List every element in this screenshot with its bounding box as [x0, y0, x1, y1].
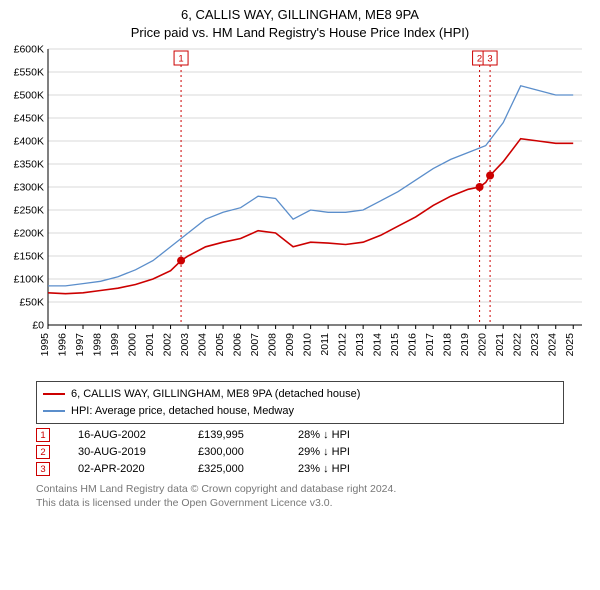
svg-text:2021: 2021 [494, 333, 506, 357]
svg-text:1997: 1997 [74, 333, 86, 357]
event-marker-icon: 2 [36, 445, 50, 459]
svg-text:2005: 2005 [214, 333, 226, 357]
svg-text:2000: 2000 [127, 333, 139, 357]
svg-text:2024: 2024 [547, 333, 559, 357]
svg-text:1999: 1999 [109, 333, 121, 357]
svg-text:£300K: £300K [14, 182, 44, 194]
event-row: 3 02-APR-2020 £325,000 23% ↓ HPI [36, 462, 564, 476]
event-marker-icon: 3 [36, 462, 50, 476]
svg-text:1995: 1995 [39, 333, 51, 357]
legend-swatch-property [43, 393, 65, 395]
svg-text:3: 3 [487, 54, 492, 65]
event-date: 02-APR-2020 [78, 463, 170, 475]
svg-text:1: 1 [178, 54, 183, 65]
event-row: 2 30-AUG-2019 £300,000 29% ↓ HPI [36, 445, 564, 459]
legend: 6, CALLIS WAY, GILLINGHAM, ME8 9PA (deta… [36, 381, 564, 424]
title-address: 6, CALLIS WAY, GILLINGHAM, ME8 9PA [0, 6, 600, 24]
svg-text:2019: 2019 [459, 333, 471, 357]
svg-text:2: 2 [477, 54, 482, 65]
events-table: 1 16-AUG-2002 £139,995 28% ↓ HPI 2 30-AU… [36, 428, 564, 476]
event-delta: 28% ↓ HPI [298, 429, 350, 441]
event-date: 16-AUG-2002 [78, 429, 170, 441]
svg-text:2007: 2007 [249, 333, 261, 357]
svg-text:2003: 2003 [179, 333, 191, 357]
event-price: £139,995 [198, 429, 270, 441]
svg-text:2022: 2022 [512, 333, 524, 357]
svg-text:2008: 2008 [267, 333, 279, 357]
svg-text:2015: 2015 [389, 333, 401, 357]
svg-text:2012: 2012 [337, 333, 349, 357]
event-row: 1 16-AUG-2002 £139,995 28% ↓ HPI [36, 428, 564, 442]
legend-row-property: 6, CALLIS WAY, GILLINGHAM, ME8 9PA (deta… [43, 386, 557, 403]
svg-text:£400K: £400K [14, 136, 44, 148]
legend-label-hpi: HPI: Average price, detached house, Medw… [71, 403, 294, 420]
svg-text:£200K: £200K [14, 228, 44, 240]
footer-line2: This data is licensed under the Open Gov… [36, 496, 564, 510]
legend-row-hpi: HPI: Average price, detached house, Medw… [43, 403, 557, 420]
price-chart-svg: £0 £50K £100K £150K £200K £250K £300K £350K £400… [0, 43, 600, 373]
footer-attribution: Contains HM Land Registry data © Crown c… [36, 482, 564, 510]
title-subtitle: Price paid vs. HM Land Registry's House … [0, 24, 600, 42]
svg-text:£600K: £600K [14, 44, 44, 56]
svg-text:2010: 2010 [302, 333, 314, 357]
svg-text:2009: 2009 [284, 333, 296, 357]
svg-text:£100K: £100K [14, 274, 44, 286]
event-price: £300,000 [198, 446, 270, 458]
svg-text:2011: 2011 [319, 333, 331, 356]
svg-text:2025: 2025 [564, 333, 576, 357]
chart-area: £0 £50K £100K £150K £200K £250K £300K £350K £400… [0, 43, 600, 373]
svg-text:£50K: £50K [19, 297, 44, 309]
svg-text:£0: £0 [32, 320, 44, 332]
svg-text:1998: 1998 [92, 333, 104, 357]
event-price: £325,000 [198, 463, 270, 475]
svg-text:1996: 1996 [57, 333, 69, 357]
svg-text:£450K: £450K [14, 113, 44, 125]
svg-text:2001: 2001 [144, 333, 156, 357]
footer-line1: Contains HM Land Registry data © Crown c… [36, 482, 564, 496]
svg-text:2002: 2002 [162, 333, 174, 357]
svg-text:2016: 2016 [407, 333, 419, 357]
event-delta: 23% ↓ HPI [298, 463, 350, 475]
event-marker-icon: 1 [36, 428, 50, 442]
svg-text:2006: 2006 [232, 333, 244, 357]
event-delta: 29% ↓ HPI [298, 446, 350, 458]
svg-text:2013: 2013 [354, 333, 366, 357]
legend-label-property: 6, CALLIS WAY, GILLINGHAM, ME8 9PA (deta… [71, 386, 360, 403]
svg-text:£150K: £150K [14, 251, 44, 263]
chart-titles: 6, CALLIS WAY, GILLINGHAM, ME8 9PA Price… [0, 0, 600, 43]
svg-text:2020: 2020 [477, 333, 489, 357]
svg-text:2014: 2014 [372, 333, 384, 357]
svg-text:£550K: £550K [14, 67, 44, 79]
svg-text:2018: 2018 [442, 333, 454, 357]
svg-text:£500K: £500K [14, 90, 44, 102]
legend-swatch-hpi [43, 410, 65, 412]
svg-text:£250K: £250K [14, 205, 44, 217]
svg-text:2023: 2023 [529, 333, 541, 357]
svg-text:2017: 2017 [424, 333, 436, 357]
svg-text:£350K: £350K [14, 159, 44, 171]
svg-text:2004: 2004 [197, 333, 209, 357]
event-date: 30-AUG-2019 [78, 446, 170, 458]
